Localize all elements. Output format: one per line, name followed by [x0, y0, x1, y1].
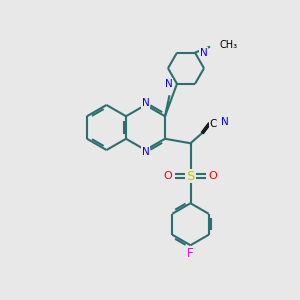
Text: S: S	[186, 170, 195, 183]
Text: CH₃: CH₃	[219, 40, 237, 50]
Text: F: F	[187, 247, 194, 260]
Text: O: O	[164, 171, 172, 181]
Text: N: N	[142, 146, 149, 157]
Text: N: N	[142, 98, 149, 109]
Text: N: N	[200, 48, 207, 58]
Text: C: C	[209, 119, 217, 129]
Text: N: N	[220, 117, 228, 127]
Text: O: O	[208, 171, 217, 181]
Text: N: N	[165, 79, 172, 89]
